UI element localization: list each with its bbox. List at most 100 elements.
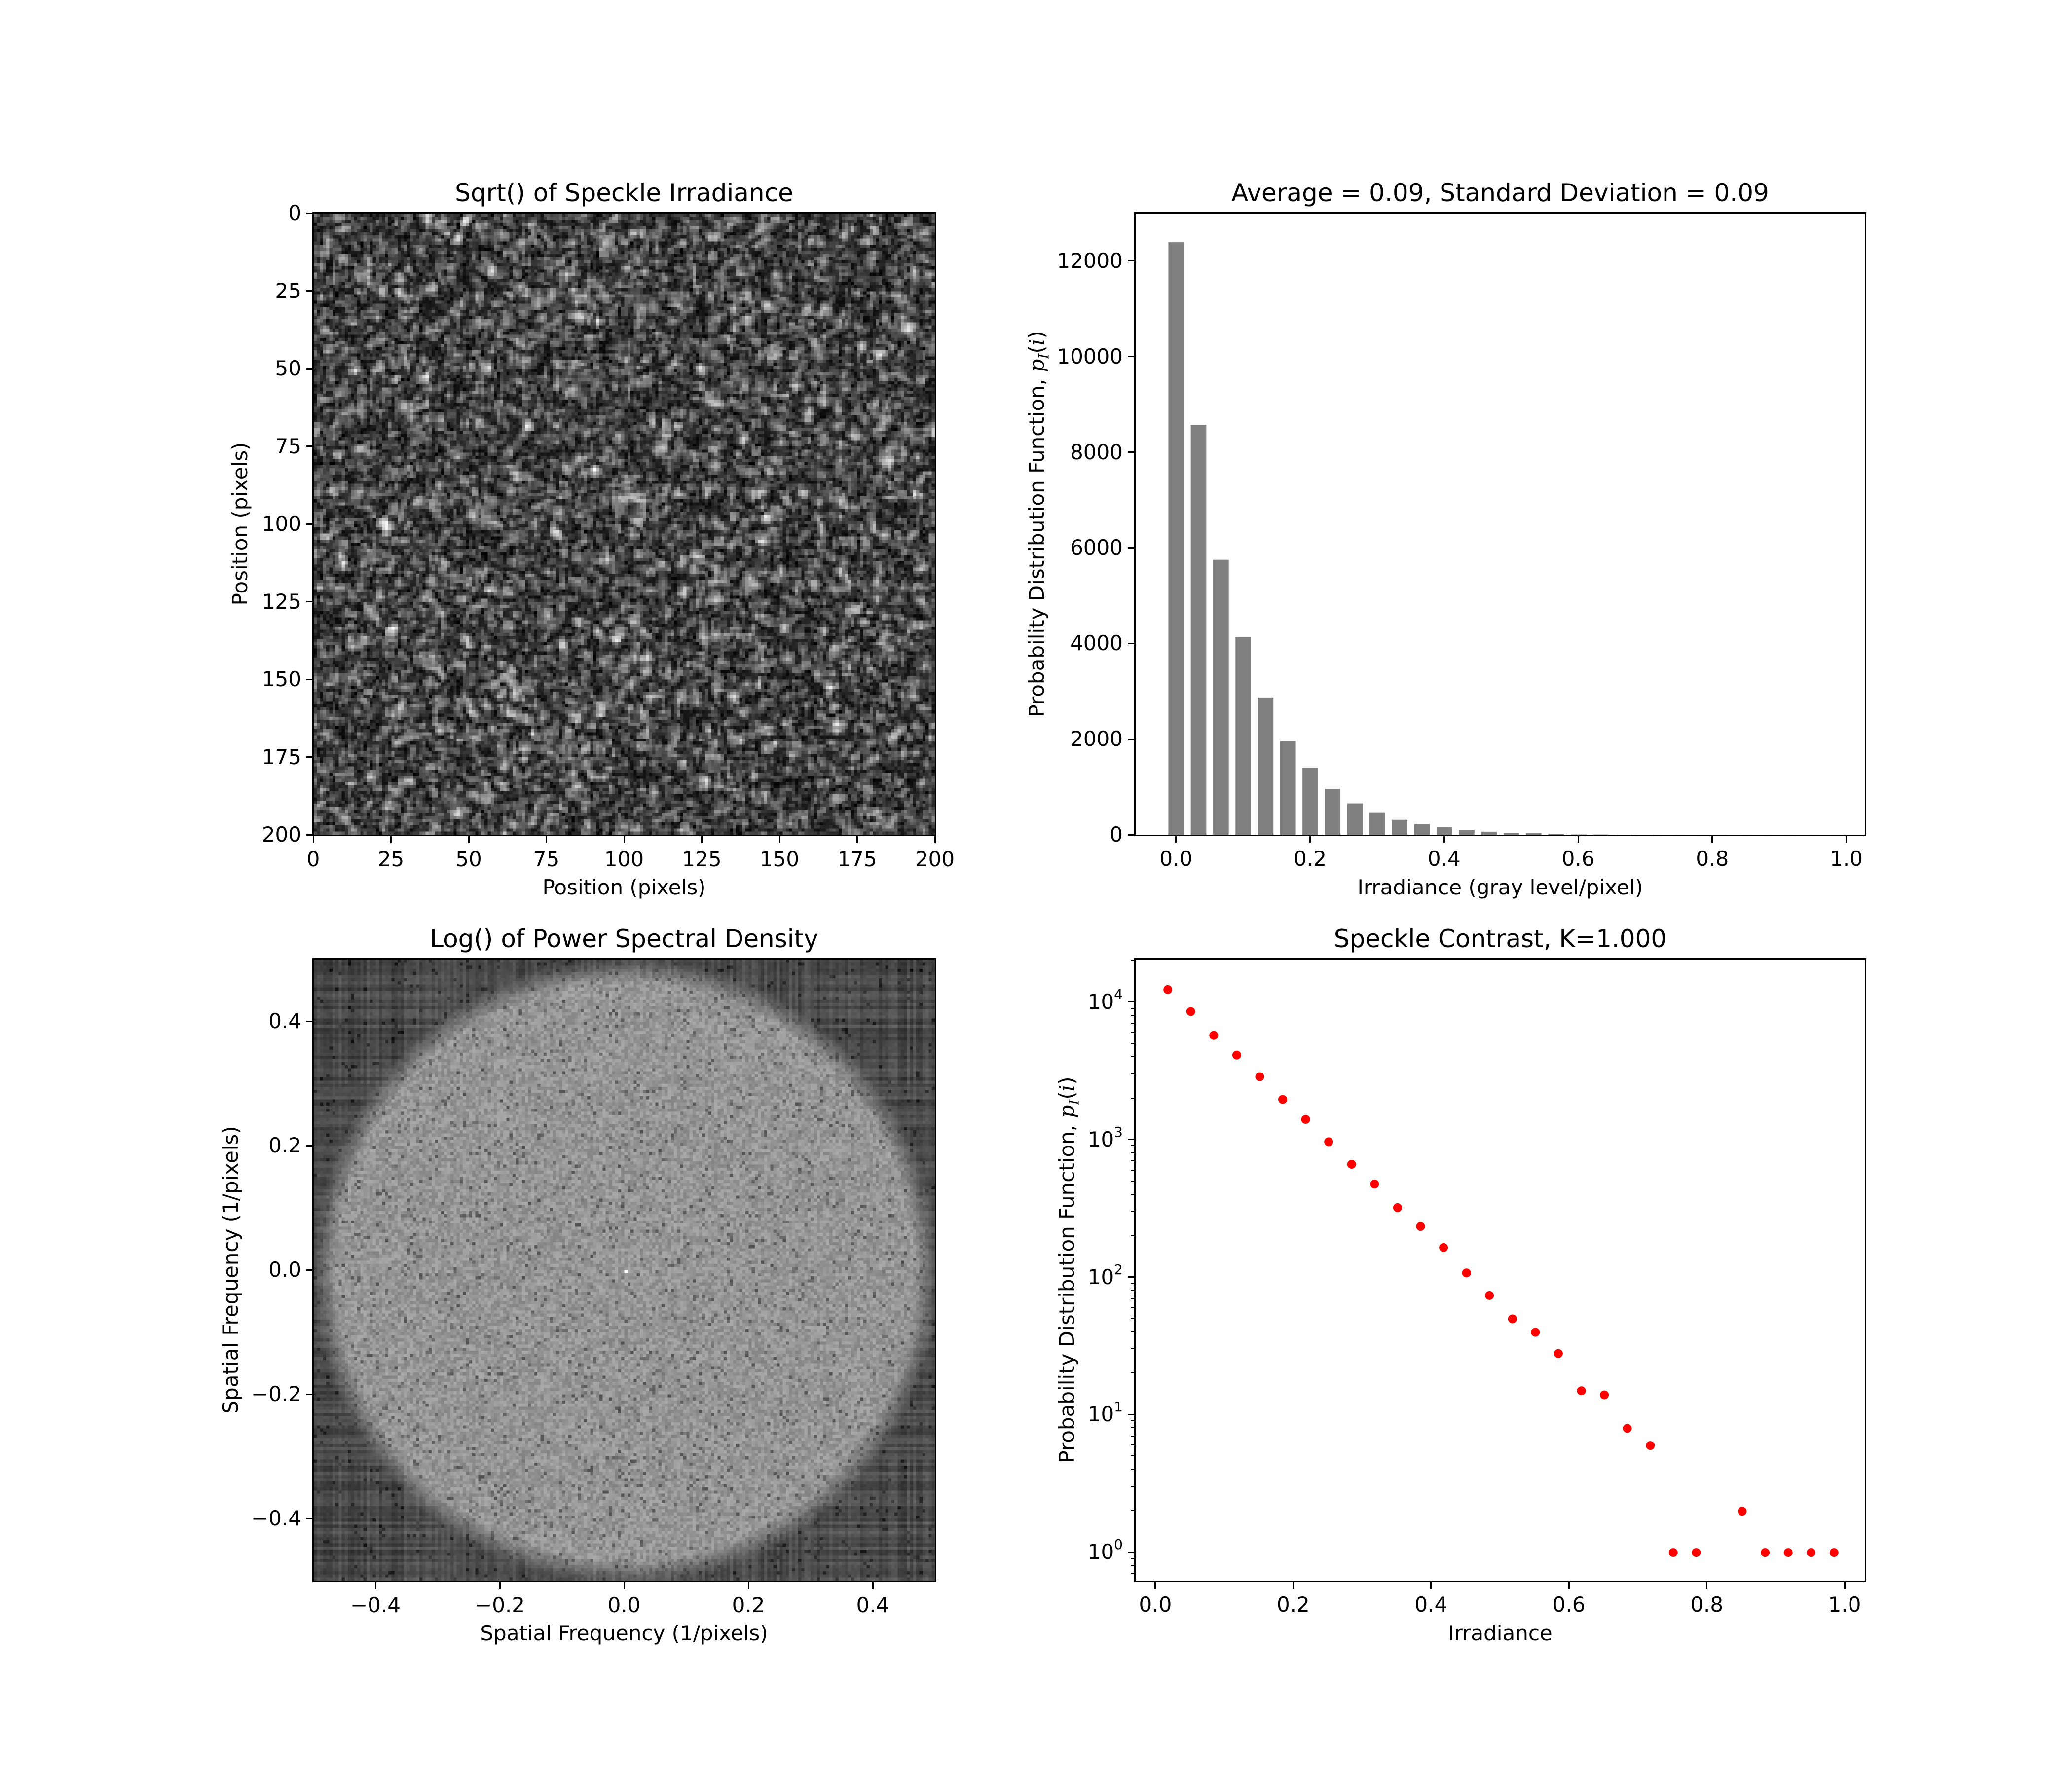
histogram-bar bbox=[1526, 833, 1542, 835]
y-tick bbox=[306, 523, 313, 525]
histogram-bar bbox=[1503, 833, 1519, 835]
y-minor-tick bbox=[1131, 1042, 1135, 1044]
y-minor-tick bbox=[1131, 1372, 1135, 1374]
scatter-point bbox=[1163, 985, 1173, 994]
x-tick bbox=[312, 836, 314, 843]
histogram-bar bbox=[1235, 637, 1251, 835]
histogram-bar bbox=[1190, 425, 1207, 835]
histogram-bars bbox=[1168, 242, 1832, 836]
y-tick bbox=[1128, 260, 1135, 262]
x-tick bbox=[701, 836, 703, 843]
histogram-bar bbox=[1302, 768, 1318, 835]
y-tick bbox=[306, 1145, 313, 1147]
y-minor-tick bbox=[1131, 1097, 1135, 1099]
x-tick-label: 0.6 bbox=[1552, 1592, 1586, 1617]
y-tick bbox=[1128, 1139, 1135, 1141]
speckle-image-axes[interactable] bbox=[312, 212, 936, 836]
y-minor-tick bbox=[1131, 1486, 1135, 1487]
histogram-bar bbox=[1325, 788, 1341, 835]
x-tick bbox=[1443, 836, 1445, 843]
scatter-point bbox=[1347, 1160, 1356, 1169]
y-tick-label: 125 bbox=[261, 589, 301, 614]
contrast-axes[interactable] bbox=[1134, 958, 1866, 1582]
y-tick bbox=[306, 678, 313, 680]
y-minor-tick bbox=[1131, 1427, 1135, 1429]
y-tick-label: 200 bbox=[261, 822, 301, 847]
scatter-point bbox=[1370, 1180, 1379, 1189]
x-tick-label: 75 bbox=[533, 847, 560, 871]
x-tick-label: 125 bbox=[682, 847, 722, 871]
y-tick-label: 50 bbox=[275, 356, 301, 380]
y-minor-tick bbox=[1131, 1435, 1135, 1437]
scatter-point bbox=[1439, 1243, 1448, 1252]
y-tick-label: 75 bbox=[275, 434, 301, 458]
histogram-bar bbox=[1213, 559, 1229, 835]
x-tick-label: 0.2 bbox=[732, 1593, 765, 1617]
x-tick bbox=[1706, 1582, 1708, 1589]
y-tick-label: 6000 bbox=[1070, 535, 1123, 560]
x-tick-label: 0.4 bbox=[1427, 847, 1461, 871]
x-tick bbox=[468, 836, 470, 843]
x-tick-label: −0.2 bbox=[475, 1593, 525, 1617]
psd-image-axes[interactable] bbox=[312, 958, 936, 1582]
y-minor-tick bbox=[1131, 1145, 1135, 1147]
x-tick-label: 200 bbox=[915, 847, 955, 871]
psd-title: Log() of Power Spectral Density bbox=[430, 925, 818, 953]
scatter-point bbox=[1668, 1548, 1678, 1557]
scatter-point bbox=[1393, 1203, 1402, 1212]
histogram-bar bbox=[1168, 242, 1184, 836]
scatter-point bbox=[1829, 1548, 1839, 1557]
x-tick bbox=[1154, 1582, 1156, 1589]
x-tick-label: 0.8 bbox=[1690, 1592, 1724, 1617]
y-tick bbox=[306, 212, 313, 214]
y-tick bbox=[306, 1020, 313, 1022]
y-tick-label: 0.4 bbox=[268, 1009, 301, 1033]
y-tick-label: 150 bbox=[261, 667, 301, 691]
psd-image bbox=[314, 960, 935, 1581]
psd-ylabel: Spatial Frequency (1/pixels) bbox=[219, 1126, 243, 1414]
speckle-ylabel: Position (pixels) bbox=[228, 442, 252, 606]
x-tick-label: 150 bbox=[759, 847, 800, 871]
scatter-point bbox=[1232, 1050, 1241, 1060]
scatter-point bbox=[1416, 1222, 1425, 1231]
y-minor-tick bbox=[1131, 1073, 1135, 1074]
scatter-point bbox=[1600, 1390, 1609, 1400]
histogram-axes[interactable] bbox=[1134, 212, 1866, 836]
y-tick bbox=[306, 601, 313, 602]
y-tick-label: 100 bbox=[261, 512, 301, 536]
x-tick bbox=[1430, 1582, 1432, 1589]
y-tick bbox=[306, 834, 313, 836]
x-tick-label: 0.6 bbox=[1561, 847, 1595, 871]
x-tick bbox=[1175, 836, 1177, 843]
y-tick bbox=[1128, 642, 1135, 644]
y-tick bbox=[1128, 1551, 1135, 1553]
y-tick-label: −0.2 bbox=[251, 1382, 301, 1406]
x-tick-label: 175 bbox=[837, 847, 877, 871]
y-tick bbox=[306, 1393, 313, 1395]
scatter-point bbox=[1255, 1072, 1264, 1081]
y-minor-tick bbox=[1131, 1283, 1135, 1284]
y-minor-tick bbox=[1131, 1565, 1135, 1566]
y-minor-tick bbox=[1131, 1056, 1135, 1057]
y-tick bbox=[1128, 738, 1135, 740]
x-tick-label: 100 bbox=[604, 847, 644, 871]
y-tick-label: 175 bbox=[261, 744, 301, 769]
scatter-point bbox=[1462, 1268, 1471, 1278]
y-tick-label: 10000 bbox=[1057, 344, 1123, 369]
x-tick bbox=[546, 836, 547, 843]
x-tick bbox=[1846, 836, 1848, 843]
y-minor-tick bbox=[1131, 1193, 1135, 1195]
x-tick-label: 0.0 bbox=[607, 1593, 641, 1617]
speckle-image bbox=[314, 214, 935, 835]
y-tick bbox=[306, 368, 313, 370]
y-minor-tick bbox=[1131, 960, 1135, 961]
y-tick-label: 25 bbox=[275, 278, 301, 303]
x-tick bbox=[623, 836, 625, 843]
y-tick-label: 0 bbox=[1110, 822, 1123, 847]
histogram-title: Average = 0.09, Standard Deviation = 0.0… bbox=[1231, 179, 1769, 207]
speckle-title: Sqrt() of Speckle Irradiance bbox=[455, 179, 793, 207]
x-tick-label: 0.0 bbox=[1139, 1592, 1172, 1617]
y-tick-label: 0.0 bbox=[268, 1258, 301, 1282]
x-tick bbox=[390, 836, 392, 843]
x-tick-label: 0.4 bbox=[1414, 1592, 1448, 1617]
